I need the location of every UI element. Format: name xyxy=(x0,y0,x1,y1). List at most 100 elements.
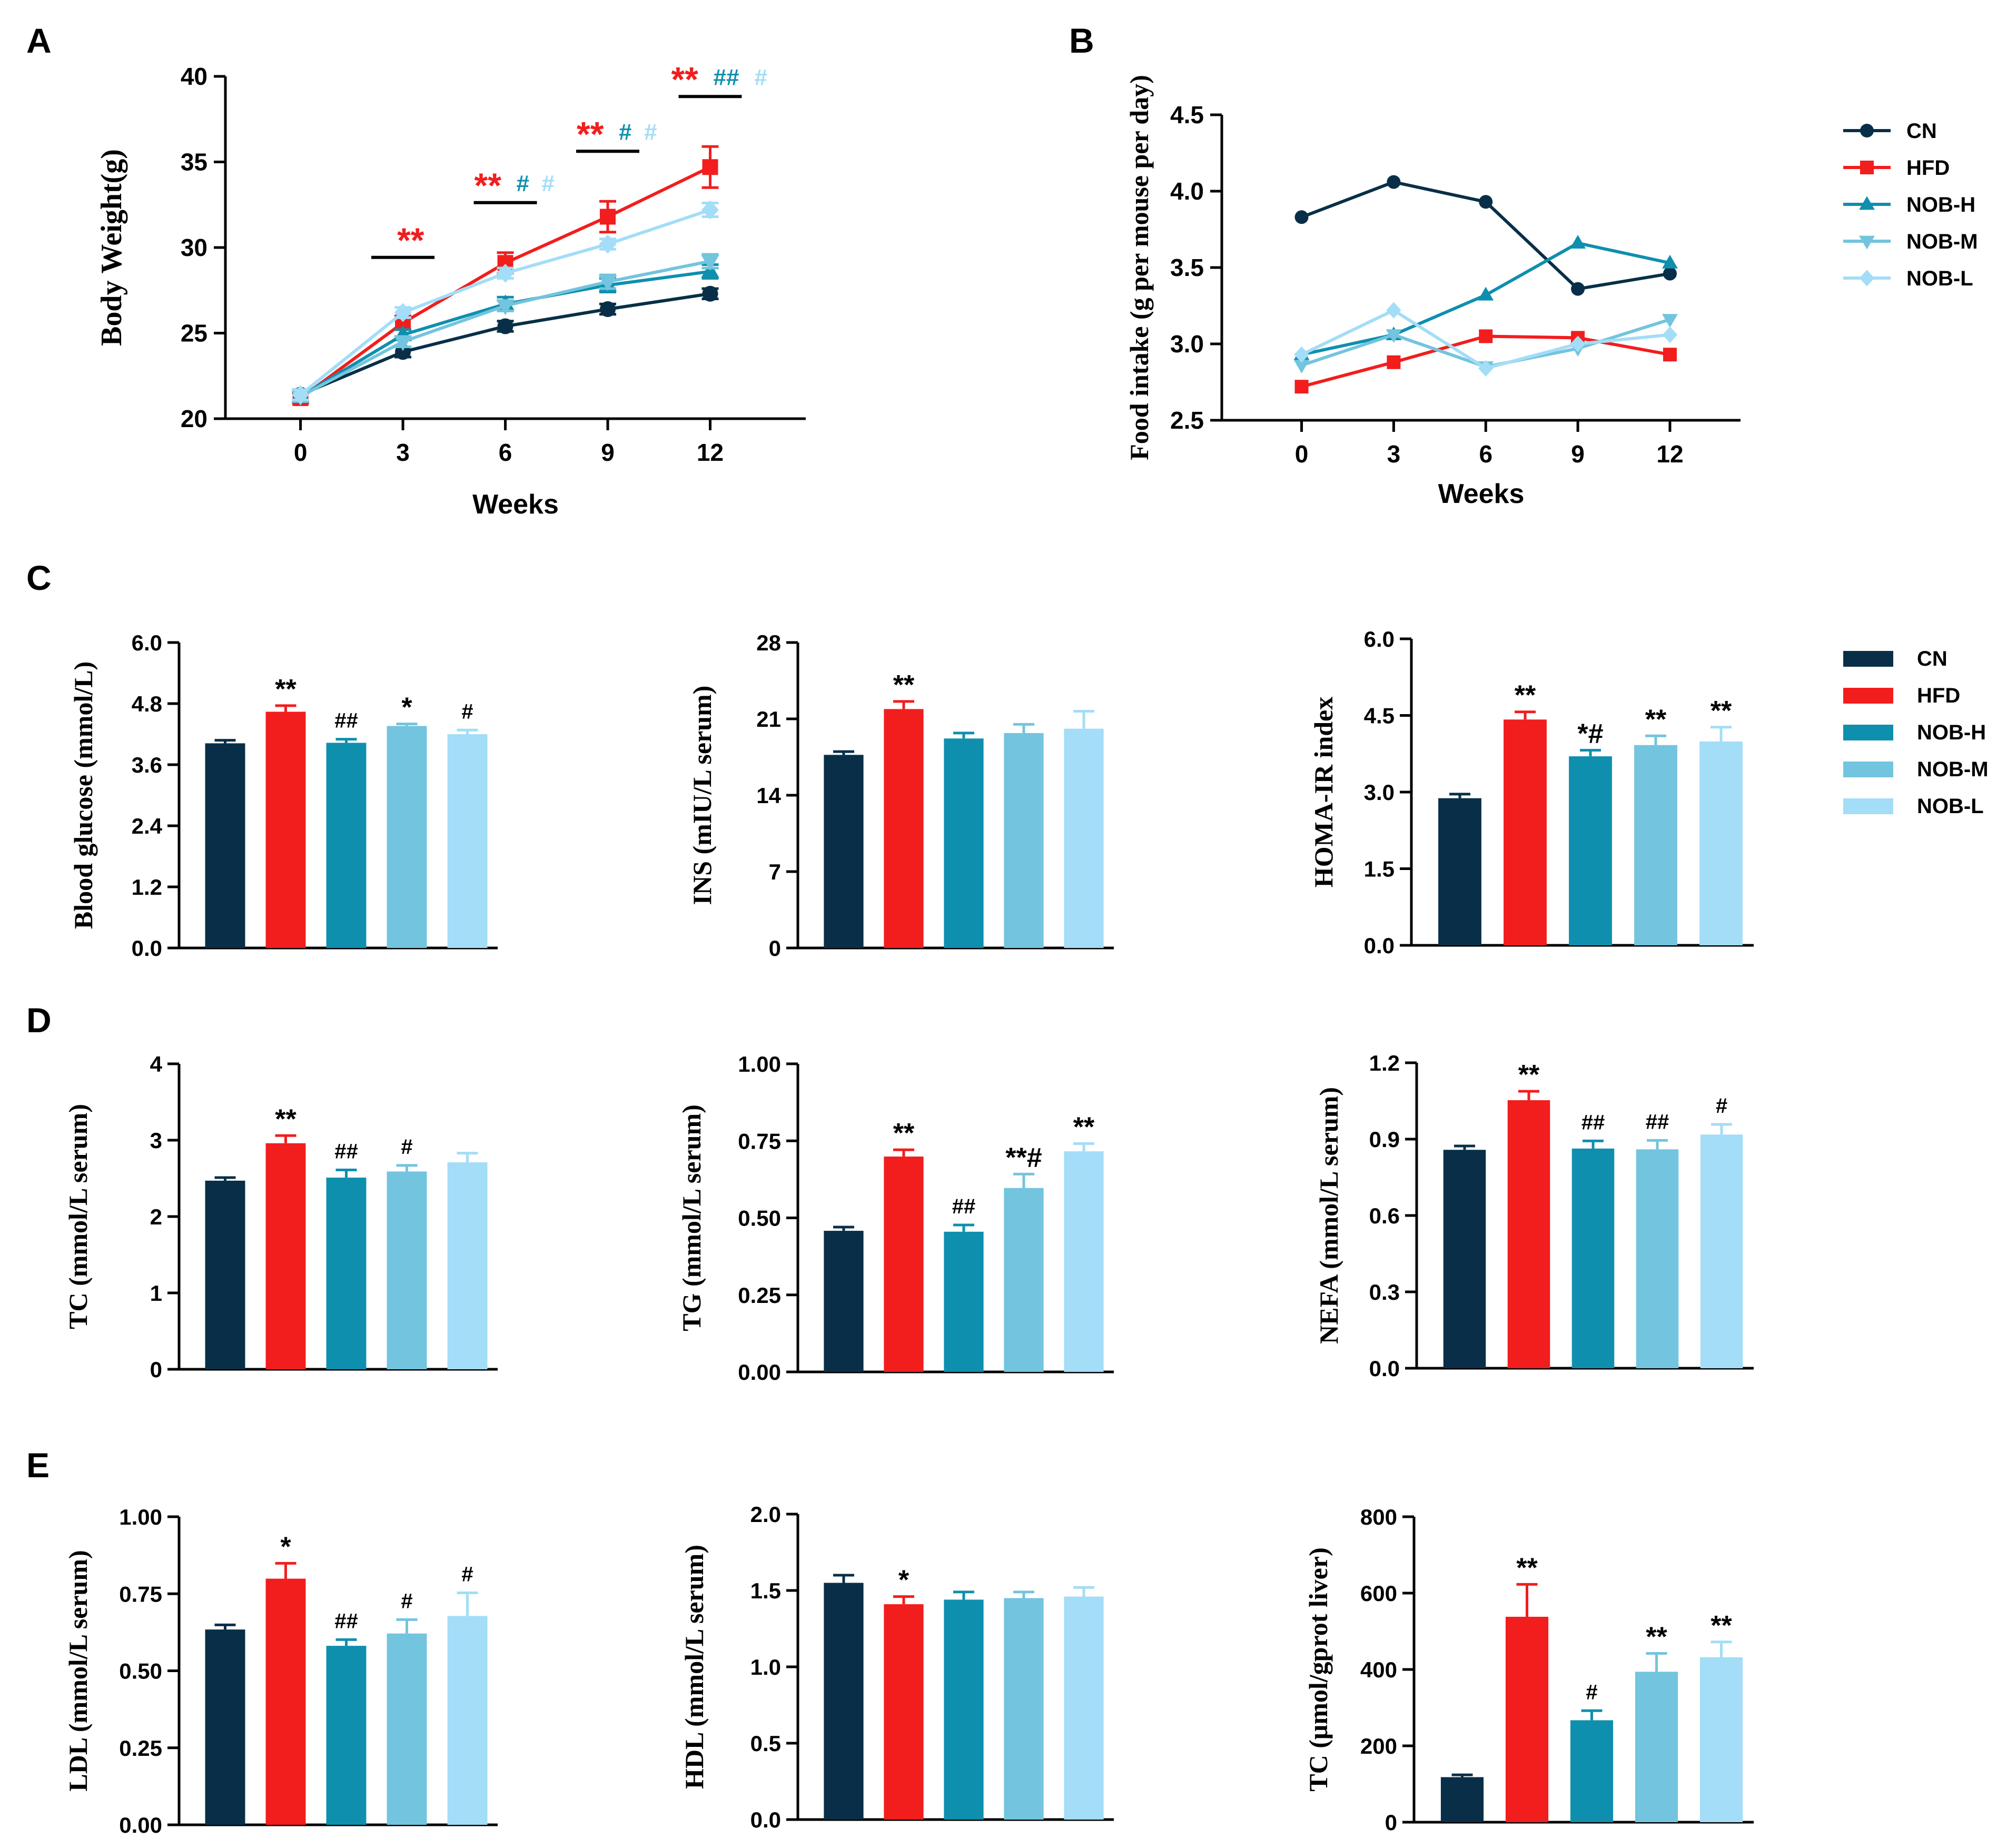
data-point xyxy=(394,303,412,322)
data-point xyxy=(1662,314,1678,328)
bar-NOB-M xyxy=(1635,1672,1678,1822)
bar-NOB-H xyxy=(1569,756,1612,945)
x-axis-label: Weeks xyxy=(472,489,559,520)
bar-NOB-H xyxy=(1570,1720,1614,1822)
series-CN xyxy=(1294,175,1677,296)
bar-NOB-M xyxy=(387,1171,427,1369)
bar-NOB-H xyxy=(1571,1148,1615,1368)
line-chart-A: 20 25 30 35 40 0 3 6 9 12 Body Weight(g) Weeks ** ** #… xyxy=(95,60,806,520)
bar-NOB-L xyxy=(1064,1151,1104,1372)
data-point xyxy=(497,263,515,283)
bar-HFD xyxy=(265,711,306,948)
bar-HFD xyxy=(1505,1616,1549,1822)
y-axis-label: TC (mmol/L serum) xyxy=(63,1104,93,1329)
legend-label: NOB-M xyxy=(1906,230,1978,253)
y-tick-label: 0.50 xyxy=(119,1659,162,1684)
y-axis-label: INS (mIU/L serum) xyxy=(687,686,717,905)
y-tick-label: 0.00 xyxy=(738,1360,781,1385)
bar-NOB-M xyxy=(1004,1188,1044,1372)
significance-label: ** xyxy=(1518,1060,1540,1090)
y-tick-label: 0.0 xyxy=(1369,1356,1400,1381)
y-axis-label: TC (μmol/gprot liver) xyxy=(1303,1547,1333,1791)
y-tick-label: 1.5 xyxy=(750,1578,781,1603)
data-point xyxy=(1294,346,1309,363)
y-tick-label: 0.5 xyxy=(750,1731,781,1756)
y-tick-label: 20 xyxy=(181,405,207,432)
y-tick-label: 0.25 xyxy=(738,1283,781,1308)
data-point xyxy=(702,285,718,302)
significance-label: ## xyxy=(334,709,358,733)
y-tick-label: 1.2 xyxy=(132,875,162,900)
bar-NOB-L xyxy=(1064,1596,1104,1820)
legend-marker xyxy=(1860,124,1874,137)
bar-chart-C3: 0.0 1.5 3.0 4.5 6.0 HOMA-IR index ** *# ** ** CN HF… xyxy=(1309,627,1989,958)
significance-label: ## xyxy=(1646,1110,1669,1133)
bar-CN xyxy=(205,1629,245,1825)
data-point xyxy=(1387,355,1401,369)
legend-label: NOB-H xyxy=(1906,193,1975,216)
x-tick-label: 3 xyxy=(396,439,410,466)
bar-chart-E3: 0 200 400 600 800 TC (μmol/gprot liver) ** # ** *… xyxy=(1303,1505,1754,1835)
data-point xyxy=(1663,266,1677,281)
significance-mark: ** xyxy=(671,60,698,98)
bar-chart-C2: 0 7 14 21 28 INS (mIU/L serum) ** xyxy=(687,630,1114,961)
y-tick-label: 30 xyxy=(181,234,207,261)
legend-marker xyxy=(1859,235,1875,250)
significance-label: ** xyxy=(893,1118,915,1149)
y-axis-label: TG (mmol/L serum) xyxy=(677,1104,706,1331)
significance-label: ** xyxy=(1073,1112,1095,1143)
bar-NOB-L xyxy=(447,1162,488,1369)
y-tick-label: 0.25 xyxy=(119,1736,162,1761)
data-point xyxy=(1293,360,1310,374)
legend-marker xyxy=(1860,161,1874,174)
data-point xyxy=(701,200,719,220)
data-point xyxy=(1294,380,1309,394)
data-point xyxy=(1478,360,1494,377)
significance-label: # xyxy=(401,1135,412,1159)
data-point xyxy=(1571,282,1585,296)
data-point xyxy=(1387,175,1401,189)
significance-mark: # xyxy=(644,119,657,145)
significance-label: ** xyxy=(1515,680,1536,711)
y-tick-label: 1.0 xyxy=(750,1655,781,1679)
bar-CN xyxy=(824,755,864,948)
significance-label: ## xyxy=(334,1140,358,1163)
y-tick-label: 2.4 xyxy=(132,814,163,838)
y-tick-label: 0 xyxy=(150,1357,162,1382)
bar-NOB-L xyxy=(447,1616,488,1825)
x-tick-label: 12 xyxy=(1656,440,1683,468)
y-tick-label: 3.0 xyxy=(1364,780,1395,805)
data-point xyxy=(599,234,617,254)
y-tick-label: 600 xyxy=(1360,1581,1397,1606)
bar-NOB-H xyxy=(326,743,367,948)
data-point xyxy=(1386,329,1402,343)
y-tick-label: 6.0 xyxy=(1364,627,1395,651)
significance-label: ** xyxy=(1645,704,1667,735)
y-axis-label: LDL (mmol/L serum) xyxy=(63,1550,93,1791)
bar-CN xyxy=(824,1583,864,1820)
y-tick-label: 14 xyxy=(756,783,781,808)
significance-label: # xyxy=(401,1589,412,1613)
data-point xyxy=(1479,195,1493,209)
x-tick-label: 6 xyxy=(499,439,512,466)
y-tick-label: 200 xyxy=(1360,1734,1397,1758)
data-point xyxy=(1662,254,1678,269)
data-point xyxy=(1386,302,1401,319)
y-tick-label: 3.5 xyxy=(1170,254,1204,281)
y-tick-label: 4.5 xyxy=(1364,704,1395,728)
significance-label: # xyxy=(461,700,473,723)
legend-label: NOB-L xyxy=(1906,267,1973,290)
bar-CN xyxy=(205,1180,245,1369)
significance-label: # xyxy=(1586,1681,1597,1704)
data-point xyxy=(1478,286,1494,301)
y-tick-label: 1.2 xyxy=(1369,1051,1400,1075)
legend-swatch xyxy=(1843,651,1893,667)
significance-label: **# xyxy=(1005,1142,1042,1173)
significance-label: * xyxy=(280,1531,291,1562)
bar-chart-E2: 0.0 0.5 1.0 1.5 2.0 HDL (mmol/L serum) * xyxy=(679,1502,1114,1832)
data-point xyxy=(292,385,310,404)
bar-NOB-L xyxy=(1699,1657,1743,1822)
x-tick-label: 0 xyxy=(1295,440,1309,468)
bar-NOB-M xyxy=(387,726,427,948)
